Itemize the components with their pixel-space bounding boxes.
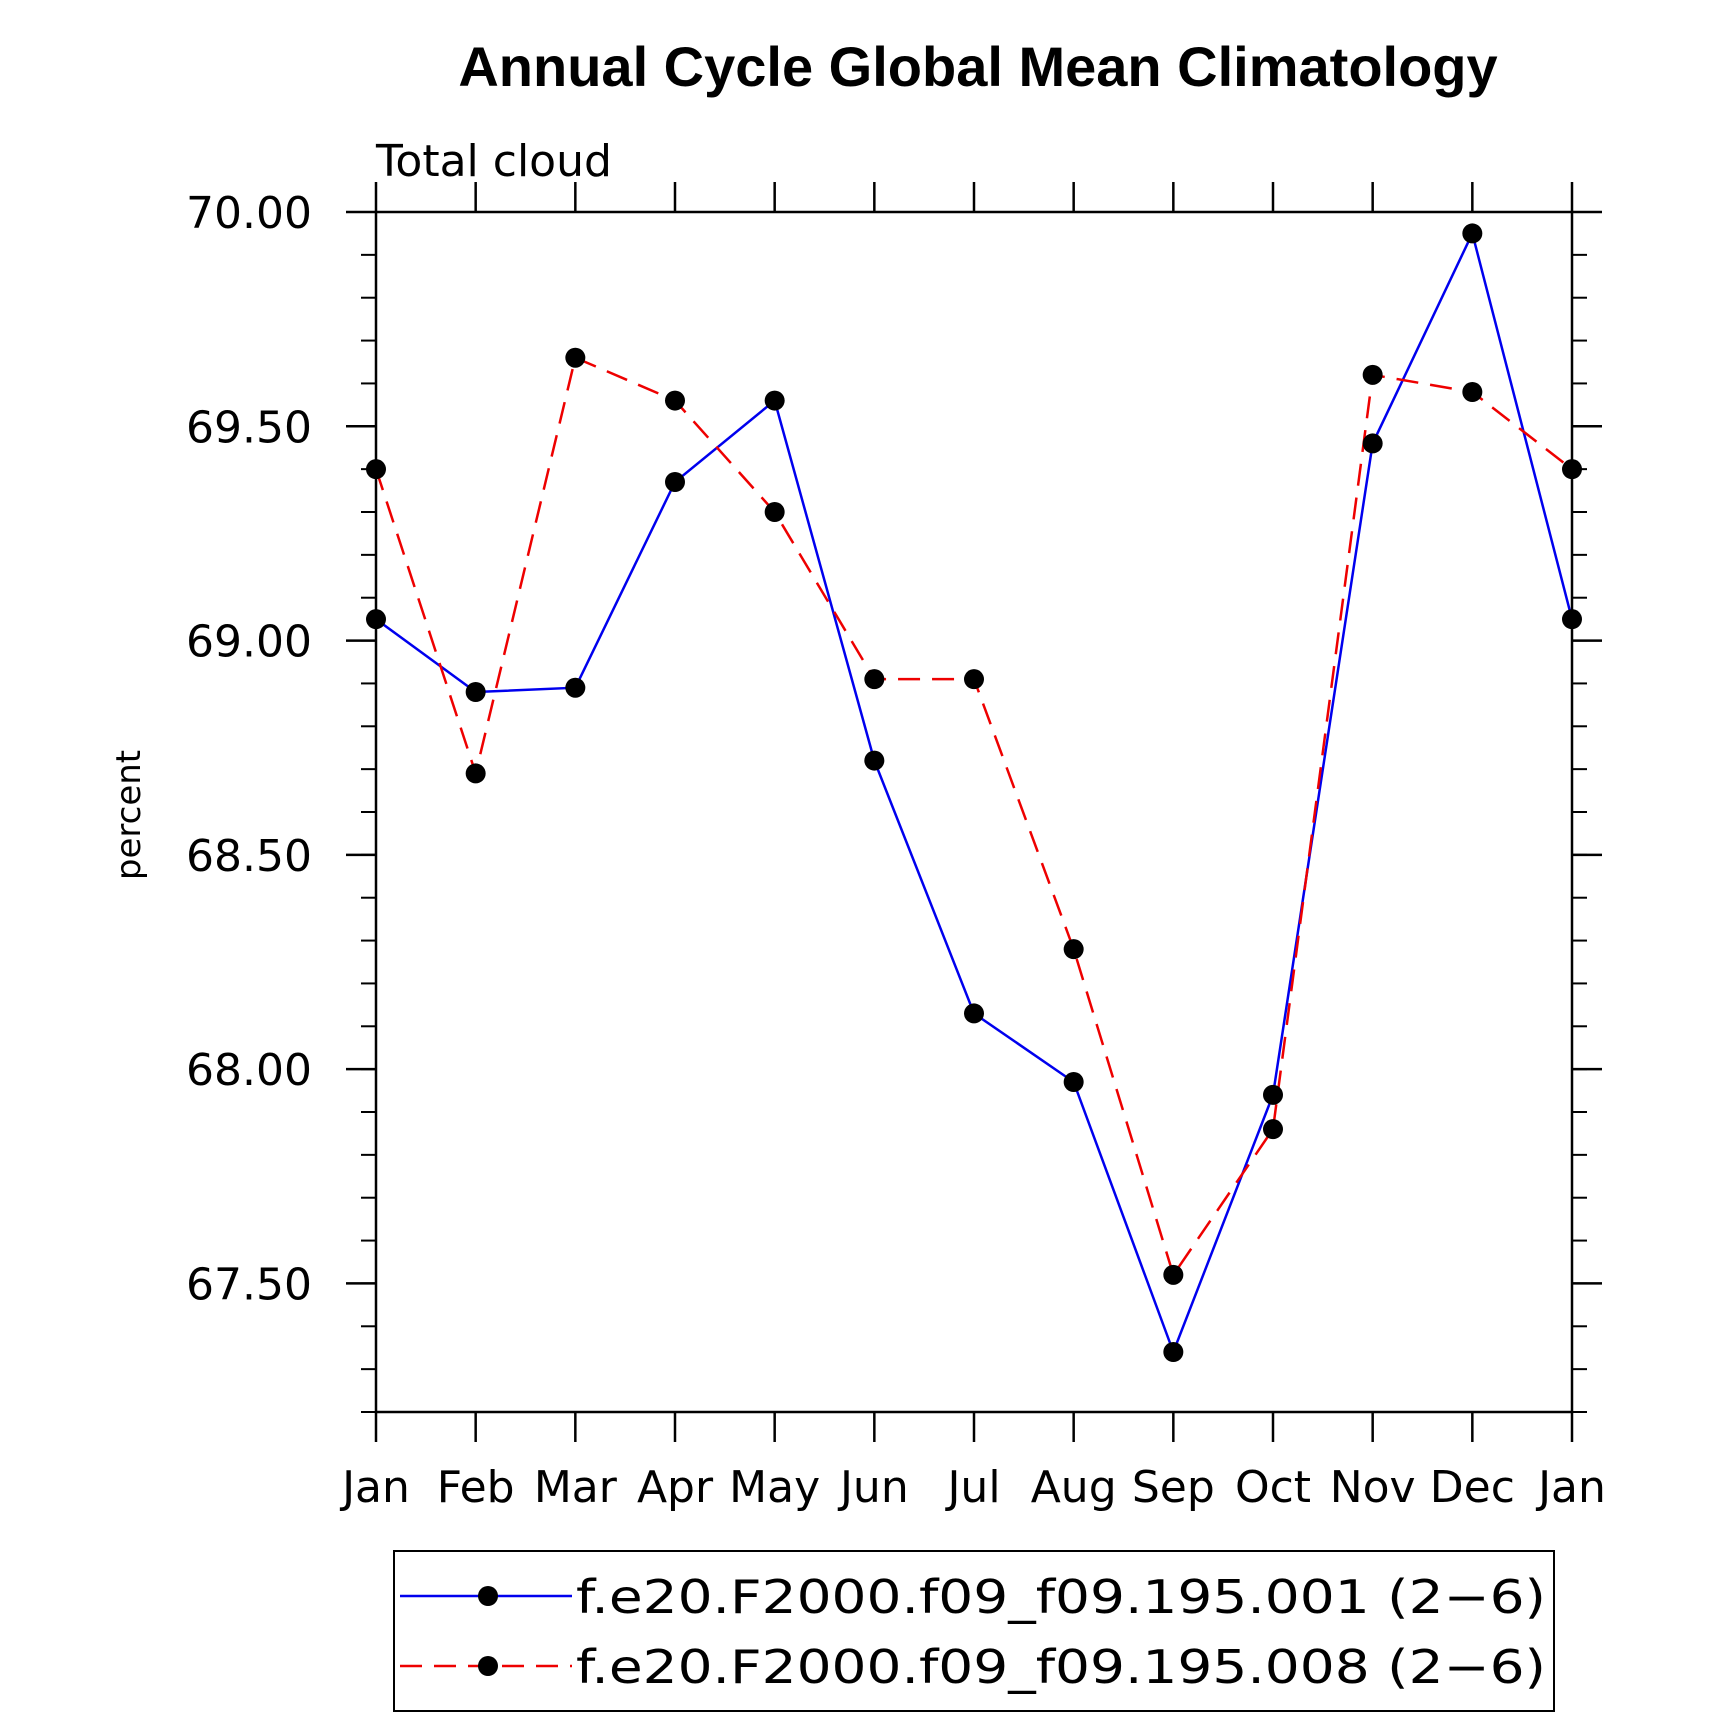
series-2-point [665, 390, 685, 411]
series-2-point [1562, 459, 1582, 480]
series-line-1 [375, 229, 1574, 1356]
series-2-point [465, 763, 486, 784]
y-tick-label: 69.00 [186, 617, 312, 668]
y-tick-label: 69.50 [186, 402, 312, 453]
y-tick-label: 67.50 [186, 1259, 312, 1310]
series-2-point [1063, 939, 1084, 960]
series-1-point [964, 1003, 984, 1024]
plot-series [366, 223, 1582, 1362]
series-1-point [1263, 1084, 1283, 1105]
series-2-point [964, 669, 984, 690]
y-axis-label: percent [109, 750, 149, 880]
series-2-point [864, 669, 885, 690]
chart-axes: Jan Feb Mar Apr May Jun Jul Aug Sep Oct Nov Dec Jan 6… [186, 182, 1606, 1513]
plot-frame [374, 210, 1574, 1414]
x-tick-label: Dec [1430, 1462, 1515, 1513]
x-tick-label: Aug [1031, 1462, 1117, 1513]
series-line-2 [374, 355, 1573, 1278]
x-tick-label: Apr [637, 1462, 714, 1513]
series-2-point [1263, 1119, 1283, 1140]
series-1-point [1163, 1342, 1184, 1362]
series-1-point [1462, 223, 1483, 244]
x-tick-label: Oct [1235, 1462, 1311, 1513]
x-tick-label: May [729, 1462, 820, 1513]
series-1-point [565, 677, 586, 698]
legend-label-1: f.e20.F2000.f09_f09.195.001 (2−6) [576, 1570, 1546, 1624]
x-tick-label: Nov [1330, 1462, 1416, 1513]
series-2-point [1362, 364, 1383, 385]
x-tick-label: Feb [437, 1462, 515, 1513]
x-tick-label: Jun [837, 1462, 909, 1513]
chart-subtitle: Total cloud [375, 136, 612, 187]
x-tick-label: Jan [339, 1462, 410, 1513]
series-2-point [1163, 1264, 1184, 1285]
series-1-point [665, 472, 685, 492]
series-2-point [764, 502, 785, 522]
x-tick-label: Mar [534, 1462, 618, 1513]
legend: f.e20.F2000.f09_f09.195.001 (2−6) f.e20.F… [393, 1550, 1555, 1712]
legend-marker-2 [478, 1656, 498, 1676]
series-1-point [1562, 609, 1582, 630]
y-tick-label: 68.50 [186, 831, 312, 882]
series-1-point [764, 390, 785, 411]
series-1-point [1362, 433, 1383, 454]
legend-box [393, 1550, 1555, 1712]
x-tick-label: Jan [1535, 1462, 1606, 1513]
series-1-point [1063, 1072, 1084, 1092]
x-tick-label: Jul [944, 1462, 1000, 1513]
series-1-point [465, 682, 486, 702]
series-2-point [565, 347, 586, 368]
legend-label-2: f.e20.F2000.f09_f09.195.008 (2−6) [576, 1640, 1546, 1694]
y-tick-label: 68.00 [186, 1045, 312, 1096]
x-tick-label: Sep [1132, 1462, 1215, 1513]
series-1-point [366, 609, 386, 630]
chart-title: Annual Cycle Global Mean Climatology [458, 35, 1497, 98]
y-tick-label: 70.00 [186, 188, 312, 239]
series-2-point [366, 459, 386, 480]
series-2-point [1462, 382, 1483, 402]
legend-marker-1 [478, 1586, 498, 1606]
series-1-point [864, 750, 885, 771]
